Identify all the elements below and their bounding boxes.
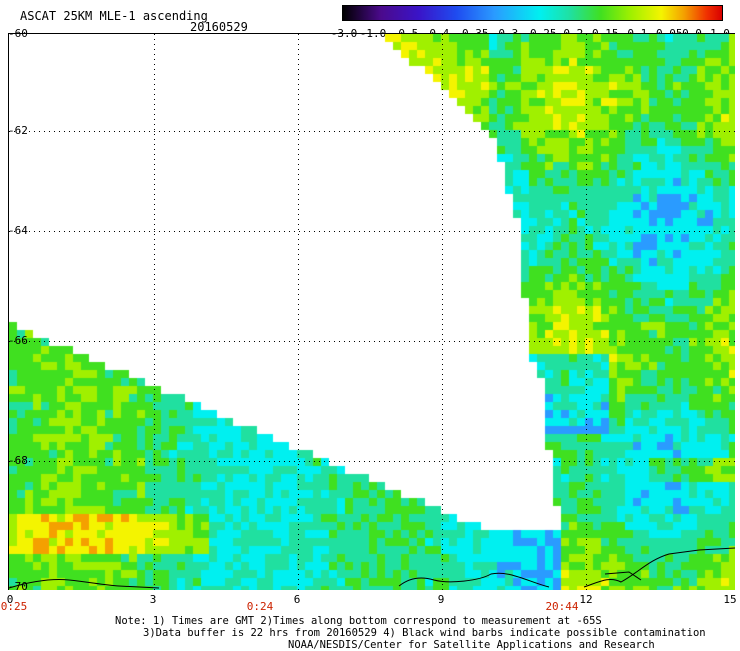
map-panel[interactable] — [8, 33, 735, 590]
lat-label: -70 — [8, 580, 28, 593]
lat-label: -66 — [8, 334, 28, 347]
lon-label: 15 — [723, 593, 737, 606]
coastline-segment — [604, 571, 642, 581]
lon-label: 6 — [293, 593, 301, 606]
latitude-gridlines — [9, 131, 735, 462]
lon-label: 0 — [6, 593, 14, 606]
map-grid — [9, 34, 735, 590]
time-label: 0:24 — [246, 600, 274, 613]
longitude-gridlines — [154, 34, 587, 590]
note-line: Note: 1) Times are GMT 2)Times along bot… — [115, 615, 602, 627]
wind-field-heatmap[interactable] — [9, 34, 735, 590]
time-label: 20:44 — [545, 600, 579, 613]
plot-title: ASCAT 25KM MLE-1 ascending — [20, 9, 208, 23]
lon-label: 9 — [437, 593, 445, 606]
lat-label: -64 — [8, 224, 28, 237]
note-line: NOAA/NESDIS/Center for Satellite Applica… — [288, 639, 655, 651]
lat-label: -68 — [8, 454, 28, 467]
lat-label: -60 — [8, 27, 28, 40]
time-label: 0:25 — [0, 600, 28, 613]
colorbar — [342, 5, 723, 21]
coastline — [9, 547, 735, 589]
plot-date: 20160529 — [190, 20, 248, 34]
antarctic-coastline — [9, 547, 735, 589]
lon-label: 3 — [149, 593, 157, 606]
note-line: 3)Data buffer is 22 hrs from 20160529 4)… — [143, 627, 706, 639]
lon-label: 12 — [579, 593, 593, 606]
lat-label: -62 — [8, 124, 28, 137]
